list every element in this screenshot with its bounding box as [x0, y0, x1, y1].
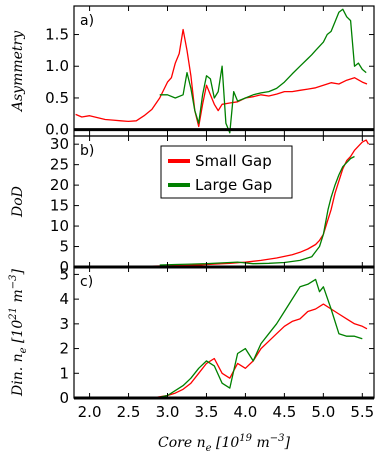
- y-tick-label: 5: [59, 238, 69, 256]
- y-tick-label: 15: [50, 197, 69, 215]
- panel-label-a: a): [80, 13, 94, 29]
- legend-label-large-gap: Large Gap: [195, 176, 272, 194]
- y-tick-label: 1.5: [45, 26, 69, 44]
- y-axis-title-panel-c: Din. ne [1021 m−3]: [8, 268, 29, 397]
- series-small-gap-panel-a: [75, 28, 368, 128]
- x-tick-label: 3.5: [195, 403, 219, 421]
- x-tick-label: 4.0: [233, 403, 257, 421]
- y-tick-label: 10: [50, 217, 69, 235]
- x-axis: 2.0 2.5 3.0 3.5 4.0 4.5 5.0 5.5 Core ne [1019 m−…: [78, 403, 375, 454]
- series-small-gap-panel-b: [151, 139, 370, 267]
- legend: Small Gap Large Gap: [160, 145, 293, 199]
- y-tick-label: 0: [59, 389, 69, 407]
- y-tick-label: 1.0: [45, 57, 69, 75]
- panel-label-b: b): [80, 143, 94, 159]
- y-tick-label: 20: [50, 176, 69, 194]
- y-tick-label: 2: [59, 340, 69, 358]
- panel-a: 0.0 0.5 1.0 1.5 a) Asymmetry: [10, 5, 375, 139]
- series-small-gap-panel-c: [151, 303, 368, 398]
- panel-c: 0 1 2 3 4 5 c) Din. ne [1021 m−3]: [8, 265, 375, 407]
- y-axis-title-panel-a: Asymmetry: [10, 30, 26, 113]
- plot-frame-panel-c: [73, 266, 375, 399]
- y-tick-label: 1: [59, 364, 69, 382]
- x-tick-label: 2.5: [117, 403, 141, 421]
- y-tick-label: 0.5: [45, 89, 69, 107]
- y-tick-label: 30: [50, 135, 69, 153]
- series-large-gap-panel-b: [159, 155, 355, 266]
- y-tick-label: 25: [50, 156, 69, 174]
- x-tick-label: 2.0: [78, 403, 102, 421]
- series-large-gap-panel-a: [159, 8, 367, 134]
- y-tick-label: 0: [59, 258, 69, 276]
- y-tick-label: 0.0: [45, 121, 69, 139]
- y-tick-label: 5: [59, 265, 69, 283]
- series-large-gap-panel-c: [155, 278, 363, 398]
- x-tick-label: 3.0: [156, 403, 180, 421]
- plot-frame-panel-a: [73, 5, 375, 137]
- y-tick-label: 3: [59, 315, 69, 333]
- x-tick-label: 4.5: [272, 403, 296, 421]
- x-tick-label: 5.5: [350, 403, 374, 421]
- legend-label-small-gap: Small Gap: [195, 152, 272, 170]
- y-tick-label: 4: [59, 290, 69, 308]
- y-axis-title-panel-b: DoD: [10, 186, 26, 218]
- x-axis-title: Core ne [1019 m−3]: [158, 433, 290, 454]
- x-tick-label: 5.0: [311, 403, 335, 421]
- legend-box: [160, 145, 293, 199]
- panel-label-c: c): [80, 274, 93, 290]
